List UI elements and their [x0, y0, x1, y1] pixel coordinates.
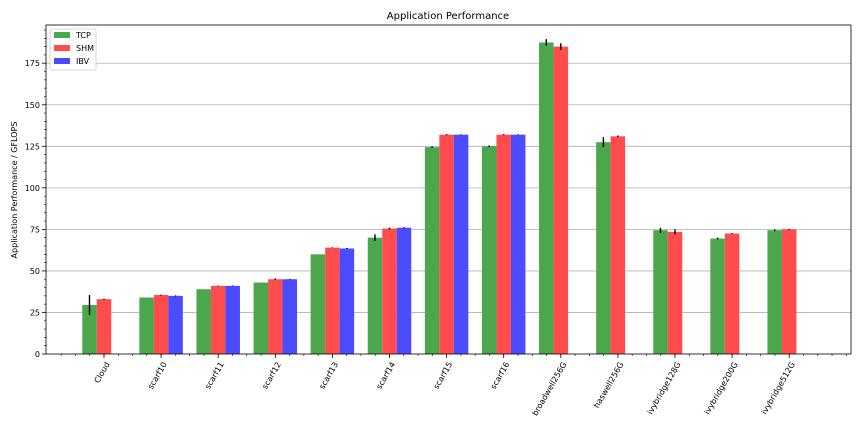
y-tick-label: 50	[30, 267, 40, 276]
y-tick-label: 100	[25, 184, 40, 193]
x-tick-label: scarf10	[146, 361, 169, 391]
bar-shm	[439, 134, 454, 354]
x-tick-label: scarf12	[260, 361, 283, 391]
bar-tcp	[767, 230, 782, 354]
bar-ibv	[339, 248, 355, 354]
x-tick-label: scarf15	[432, 361, 455, 391]
bar-tcp	[310, 254, 326, 354]
bar-tcp	[82, 304, 97, 354]
y-axis-label: Application Performance / GFLOPS	[10, 122, 19, 259]
bar-shm	[610, 136, 626, 354]
bar-shm	[382, 228, 397, 354]
bar-shm	[210, 285, 226, 354]
chart-title: Application Performance	[387, 11, 509, 22]
legend-label-shm: SHM	[76, 44, 94, 53]
bar-shm	[496, 134, 511, 354]
bar-ibv	[282, 279, 298, 354]
bar-ibv	[453, 134, 469, 354]
x-tick-label: scarf11	[203, 361, 226, 391]
bar-ibv	[510, 134, 526, 354]
bar-tcp	[481, 146, 497, 354]
legend-label-ibv: IBV	[76, 57, 90, 66]
error-bars	[88, 39, 790, 315]
x-tick-label: scarf13	[317, 361, 340, 391]
bar-shm	[781, 229, 797, 354]
x-tick-label: ivybridge200G	[703, 361, 740, 416]
bar-tcp	[196, 289, 211, 354]
bar-tcp	[253, 282, 269, 354]
bar-tcp	[539, 42, 554, 355]
y-tick-label: 150	[25, 101, 40, 110]
bar-shm	[153, 295, 169, 354]
bar-tcp	[653, 230, 668, 354]
legend: TCP SHM IBV	[49, 28, 97, 71]
legend-swatch-ibv	[54, 58, 70, 64]
bar-ibv	[225, 285, 240, 354]
y-tick-label: 125	[25, 142, 40, 151]
x-tick-label: broadwell256G	[531, 361, 569, 418]
bars	[82, 42, 797, 355]
bar-tcp	[424, 147, 440, 354]
bar-tcp	[710, 238, 725, 354]
plot-frame	[45, 24, 852, 355]
x-tick-label: scarf14	[375, 361, 398, 391]
y-tick-label: 75	[30, 225, 40, 234]
bar-shm	[96, 299, 112, 354]
bar-shm	[268, 279, 283, 354]
bar-shm	[553, 46, 569, 354]
bar-ibv	[168, 295, 183, 354]
x-tick-label: Cloud	[93, 361, 112, 385]
bar-tcp	[367, 237, 383, 354]
bar-shm	[325, 247, 340, 354]
bar-tcp	[139, 297, 154, 354]
legend-swatch-tcp	[54, 32, 70, 38]
x-tick-label: ivybridge128G	[646, 361, 683, 416]
legend-label-tcp: TCP	[75, 31, 91, 40]
y-tick-label: 25	[30, 308, 40, 317]
y-tick-label: 0	[35, 350, 40, 359]
x-tick-label: scarf16	[489, 361, 512, 391]
legend-swatch-shm	[54, 45, 70, 51]
bar-ibv	[396, 227, 412, 354]
x-tick-label: ivybridge512G	[760, 361, 797, 416]
bar-shm	[667, 231, 683, 354]
bar-tcp	[596, 142, 611, 354]
x-tick-label: haswell256G	[592, 361, 626, 410]
bar-shm	[724, 233, 740, 354]
y-tick-label: 175	[25, 59, 40, 68]
